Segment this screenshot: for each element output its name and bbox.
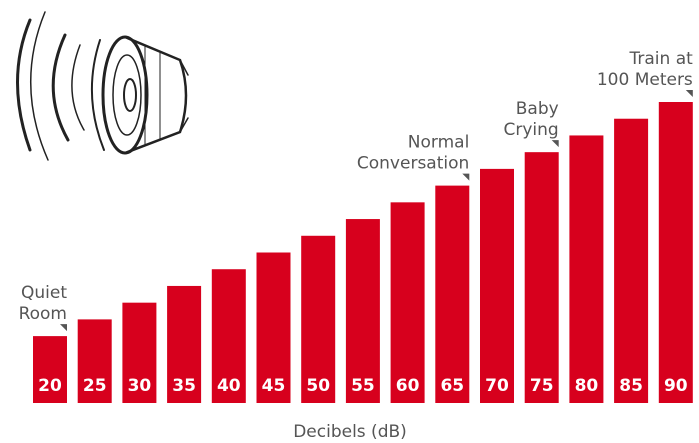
bar xyxy=(569,135,603,403)
speaker-illustration xyxy=(18,12,189,160)
annotation: 100 Meters xyxy=(597,70,693,90)
bar-value-label: 40 xyxy=(217,376,241,396)
annotation-marker xyxy=(462,174,469,181)
bar xyxy=(480,169,514,403)
annotation: Quiet xyxy=(21,283,67,303)
bar xyxy=(659,102,693,403)
bar xyxy=(391,202,425,403)
bar xyxy=(614,119,648,403)
bar-value-label: 50 xyxy=(306,376,330,396)
annotation: Crying xyxy=(503,120,558,140)
annotation: Normal xyxy=(408,133,470,153)
annotation-marker xyxy=(60,324,67,331)
annotation: Train at xyxy=(629,49,694,69)
annotation-marker xyxy=(686,90,693,97)
bar-value-label: 45 xyxy=(262,376,286,396)
bar-value-label: 65 xyxy=(440,376,464,396)
annotation-marker xyxy=(552,140,559,147)
bar-value-label: 90 xyxy=(664,376,688,396)
bar-value-label: 20 xyxy=(38,376,62,396)
bar-value-label: 30 xyxy=(128,376,152,396)
annotation: Baby xyxy=(516,99,559,119)
bar-value-label: 35 xyxy=(172,376,196,396)
annotation: Conversation xyxy=(357,154,469,174)
x-axis-label: Decibels (dB) xyxy=(293,422,407,442)
bar-value-label: 85 xyxy=(619,376,643,396)
bar xyxy=(525,152,559,403)
bar-value-label: 25 xyxy=(83,376,107,396)
bar-value-label: 70 xyxy=(485,376,509,396)
bar-value-label: 75 xyxy=(530,376,554,396)
annotation: Room xyxy=(19,304,67,324)
bar-value-label: 80 xyxy=(575,376,599,396)
bar-value-label: 55 xyxy=(351,376,375,396)
bar-value-label: 60 xyxy=(396,376,420,396)
chart: Decibels (dB) 20 QuietRoom 25 30 35 40 45 50 55 6… xyxy=(0,0,699,443)
bar xyxy=(435,186,469,403)
